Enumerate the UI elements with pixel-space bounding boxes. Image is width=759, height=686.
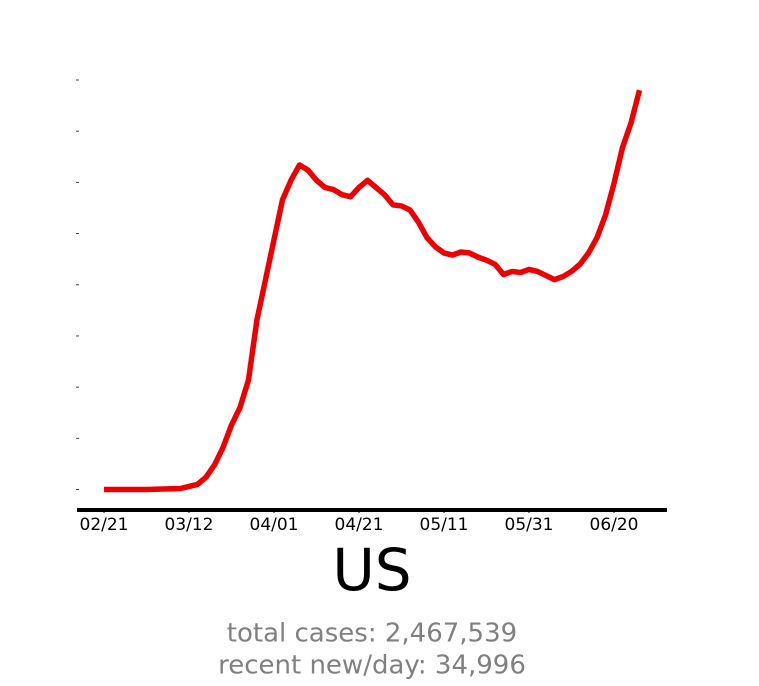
x-tick-label: 05/31 bbox=[505, 515, 554, 535]
total-cases: total cases: 2,467,539 bbox=[227, 619, 517, 649]
x-tick-label: 03/12 bbox=[165, 515, 214, 535]
recent-new-per-day: recent new/day: 34,996 bbox=[218, 651, 526, 681]
x-tick-label: 04/21 bbox=[335, 515, 384, 535]
x-tick-label: 02/21 bbox=[80, 515, 129, 535]
chart-title: US bbox=[332, 536, 411, 604]
case-line bbox=[104, 89, 643, 493]
x-tick-label: 06/20 bbox=[590, 515, 639, 535]
x-tick-label: 04/01 bbox=[250, 515, 299, 535]
x-tick-label: 05/11 bbox=[420, 515, 469, 535]
